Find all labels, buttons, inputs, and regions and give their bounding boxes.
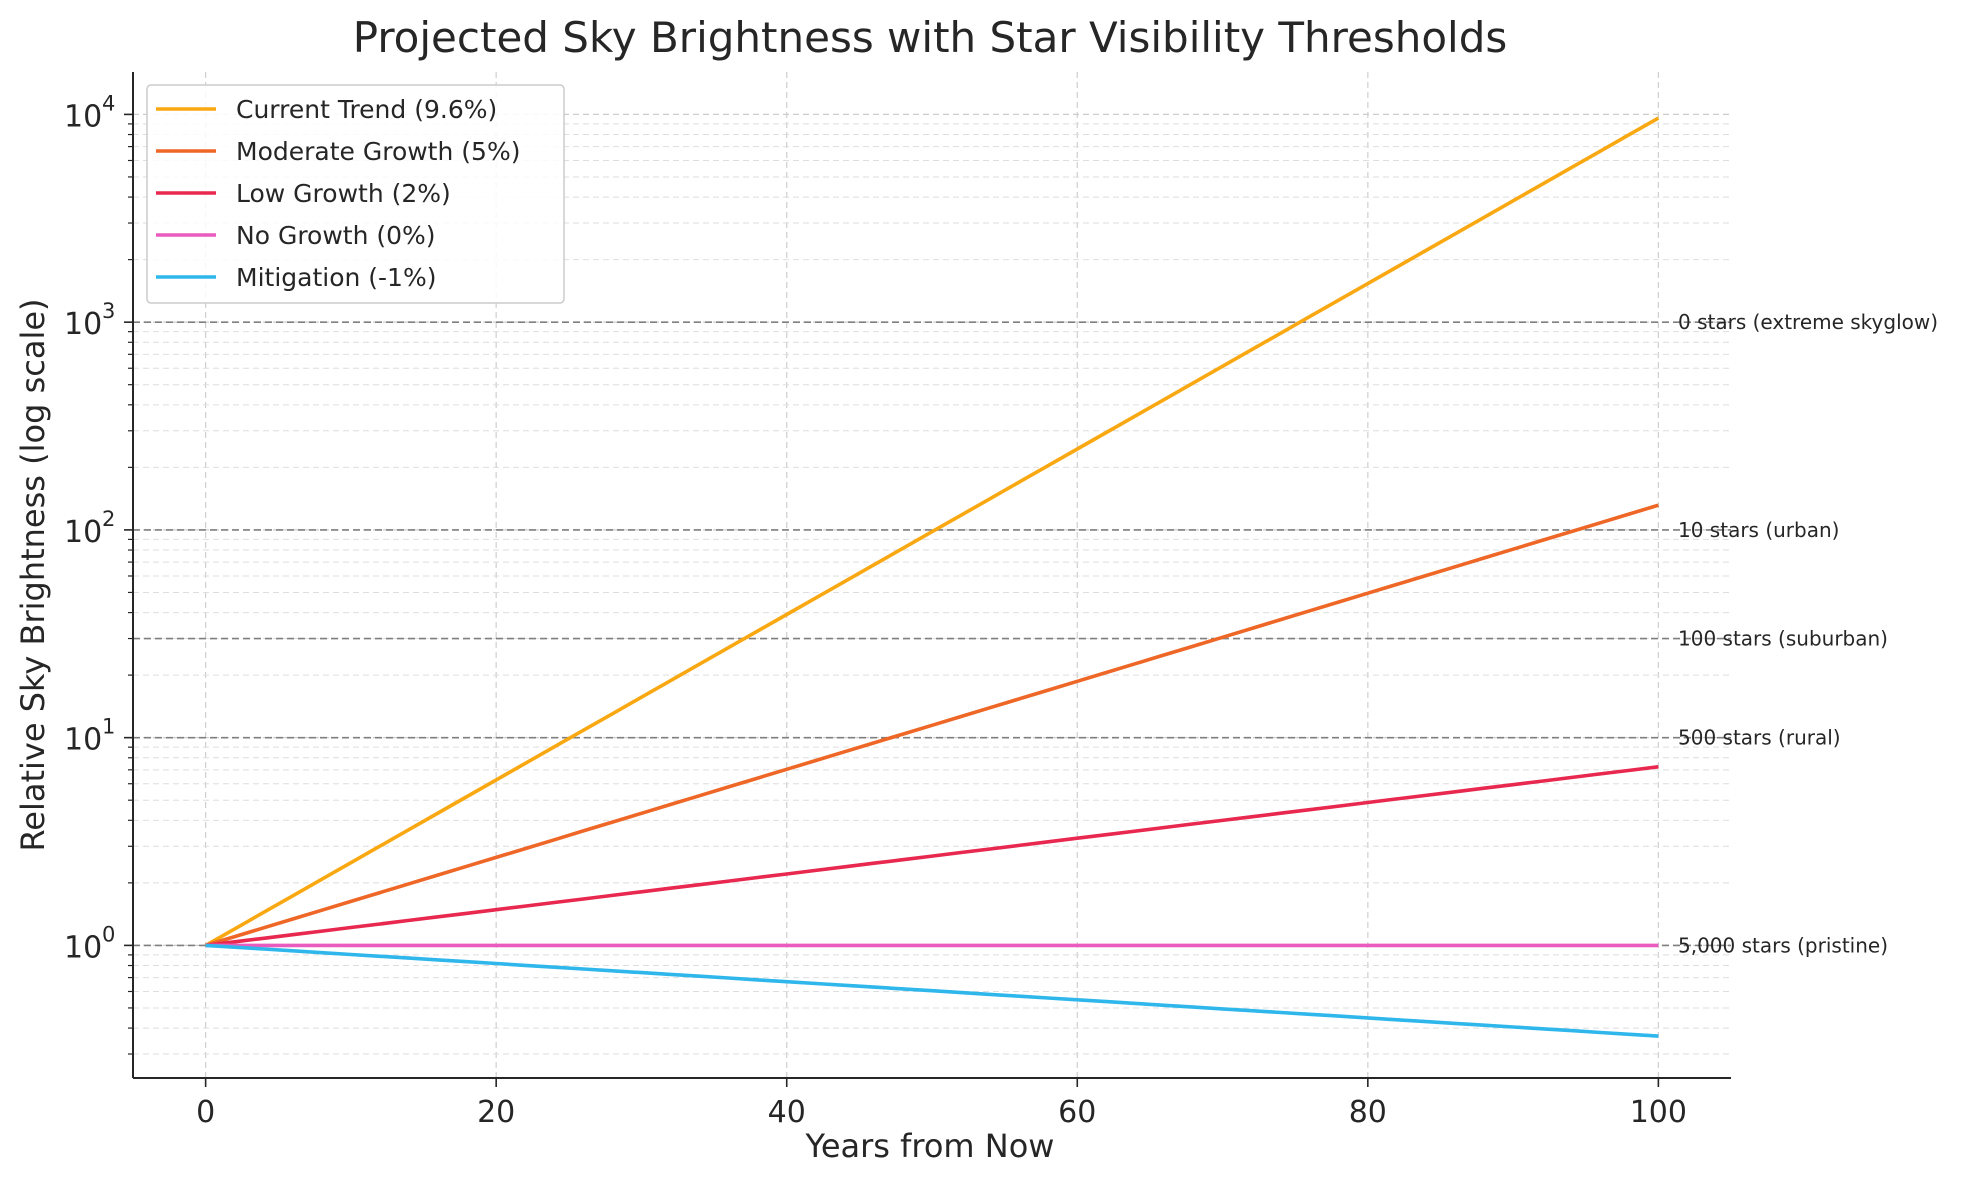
- threshold-label: 5,000 stars (pristine): [1678, 933, 1888, 957]
- y-tick-exponent: 3: [102, 299, 115, 323]
- legend-label: Mitigation (-1%): [236, 263, 436, 292]
- threshold-label: 0 stars (extreme skyglow): [1678, 310, 1938, 334]
- x-tick-label: 100: [1630, 1095, 1687, 1130]
- y-tick-exponent: 1: [102, 715, 115, 739]
- y-tick-label: 10: [64, 99, 102, 134]
- threshold-labels: 0 stars (extreme skyglow) 10 stars (urban…: [1678, 310, 1938, 957]
- x-tick-label: 20: [477, 1095, 515, 1130]
- threshold-label: 500 stars (rural): [1678, 726, 1841, 750]
- y-axis-label: Relative Sky Brightness (log scale): [14, 298, 52, 851]
- series-lines: [204, 116, 1660, 1038]
- threshold-label: 10 stars (urban): [1678, 518, 1839, 542]
- axes: [124, 72, 1731, 1087]
- y-tick-label: 10: [64, 723, 102, 758]
- y-tick-exponent: 0: [102, 922, 115, 946]
- legend-label: Current Trend (9.6%): [236, 95, 497, 124]
- x-tick-label: 60: [1058, 1095, 1096, 1130]
- y-tick-label: 10: [64, 930, 102, 965]
- y-tick-exponent: 2: [102, 507, 115, 531]
- threshold-label: 100 stars (suburban): [1678, 627, 1888, 651]
- legend-label: Low Growth (2%): [236, 179, 451, 208]
- y-tick-label: 10: [64, 515, 102, 550]
- legend-label: No Growth (0%): [236, 221, 436, 250]
- legend-box: [146, 84, 565, 304]
- legend: Current Trend (9.6%) Moderate Growth (5%)…: [146, 84, 565, 304]
- legend-label: Moderate Growth (5%): [236, 137, 520, 166]
- series-line: [204, 116, 1660, 947]
- chart-title: Projected Sky Brightness with Star Visib…: [353, 13, 1508, 62]
- series-line: [205, 503, 1659, 948]
- x-tick-label: 80: [1349, 1095, 1387, 1130]
- y-tick-label: 10: [64, 307, 102, 342]
- y-tick-exponent: 4: [102, 91, 115, 115]
- x-tick-label: 40: [768, 1095, 806, 1130]
- x-tick-label: 0: [196, 1095, 215, 1130]
- series-line: [205, 943, 1659, 1038]
- x-axis-label: Years from Now: [805, 1127, 1055, 1165]
- series-line: [205, 765, 1659, 948]
